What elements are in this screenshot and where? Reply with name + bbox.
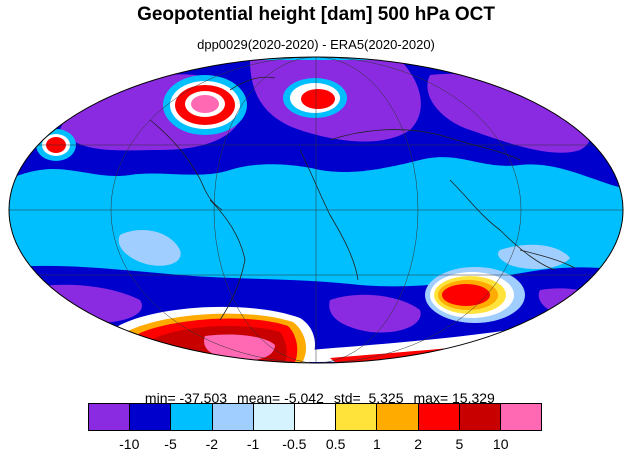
colorbar-swatch — [212, 404, 254, 430]
colorbar-swatch — [500, 404, 542, 430]
greenland-high — [163, 75, 247, 135]
scandinavia-high — [283, 78, 347, 118]
stat-min: min= -37.503 — [144, 390, 228, 406]
colorbar-tick-label: 2 — [414, 436, 423, 452]
colorbar-tick-label: 1 — [373, 436, 381, 452]
colorbar-swatch — [253, 404, 295, 430]
colorbar-swatch — [459, 404, 501, 430]
colorbar-swatch — [336, 404, 378, 430]
colorbar-swatch — [130, 404, 172, 430]
colorbar-swatch — [418, 404, 460, 430]
globe-outline — [8, 56, 624, 364]
stat-max: max= 15.329 — [413, 390, 495, 406]
colorbar-tick-label: 5 — [455, 436, 464, 452]
colorbar-tick-label: -5 — [164, 436, 177, 452]
stat-std: std= 5.325 — [333, 390, 404, 406]
colorbar-tick-label: -0.5 — [282, 436, 307, 452]
colorbar-swatch — [89, 404, 131, 430]
coastlines — [149, 76, 576, 321]
statistics-line: min= -37.503 mean= -5.042 std= 5.325 max= 1… — [0, 374, 632, 406]
world-map — [8, 56, 624, 364]
colorbar-swatch — [377, 404, 419, 430]
colorbar-swatch — [294, 404, 337, 430]
stat-mean: mean= -5.042 — [237, 390, 324, 406]
colorbar-tick-label: -10 — [119, 436, 140, 452]
colorbar — [88, 403, 542, 431]
colorbar-tick-label: -2 — [205, 436, 219, 452]
plot-subtitle: dpp0029(2020-2020) - ERA5(2020-2020) — [197, 37, 435, 52]
light-blue-south — [118, 230, 571, 270]
graticule — [9, 57, 623, 363]
colorbar-swatch — [171, 404, 213, 430]
colorbar-ticks: -10 -5 -2 -1 -0.5 0.5 1 2 5 10 — [0, 436, 632, 456]
indian-ocean-high — [425, 267, 525, 323]
colorbar-tick-label: 10 — [492, 436, 509, 452]
purple-south — [20, 284, 615, 333]
plot-title: Geopotential height [dam] 500 hPa OCT — [137, 4, 495, 25]
colorbar-tick-label: -1 — [246, 436, 260, 452]
colorbar-tick-label: 0.5 — [325, 436, 346, 452]
